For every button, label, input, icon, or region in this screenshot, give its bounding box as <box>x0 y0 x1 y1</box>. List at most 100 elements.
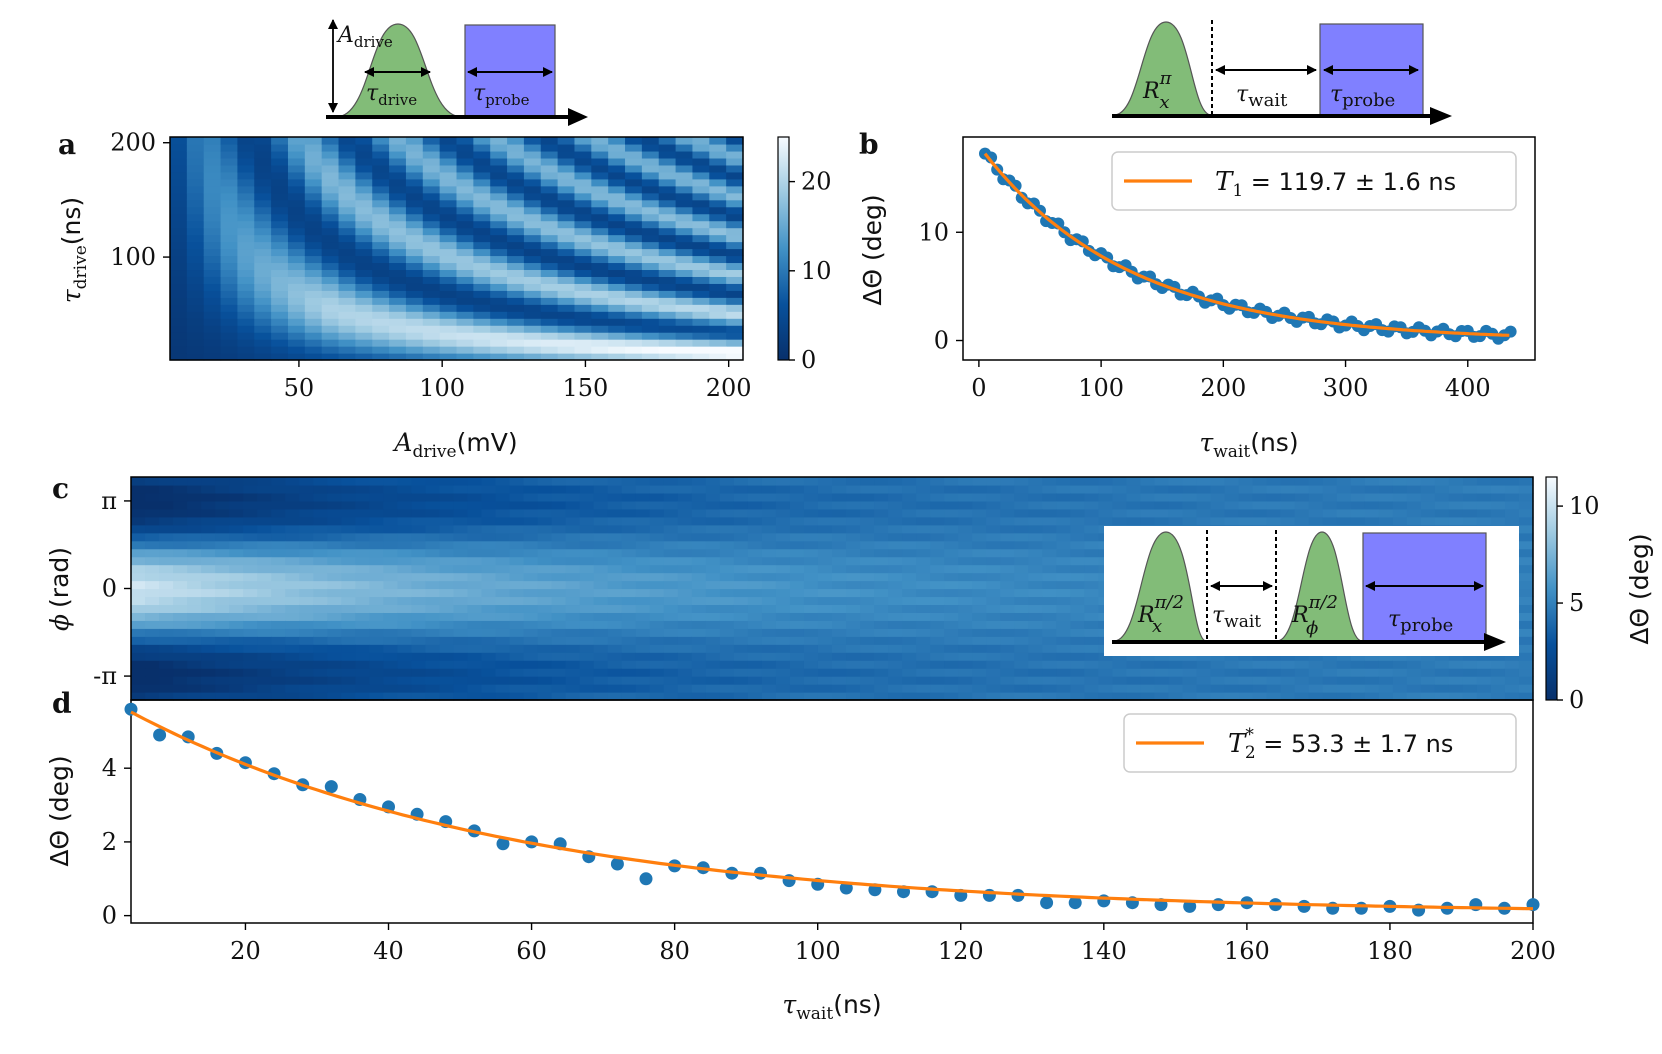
heatmap-cell <box>1042 612 1057 621</box>
heatmap-cell <box>495 516 511 526</box>
heatmap-cell <box>201 548 216 558</box>
heatmap-cell <box>131 500 146 510</box>
heatmap-cell <box>705 580 721 590</box>
heatmap-cell <box>1014 492 1029 502</box>
heatmap-cell <box>439 532 455 542</box>
heatmap-cell <box>473 353 491 361</box>
heatmap-cell <box>237 192 255 201</box>
heatmap-cell <box>453 524 469 534</box>
heatmap-cell <box>1014 636 1029 645</box>
heatmap-cell <box>355 213 373 222</box>
heatmap-cell <box>1168 660 1184 669</box>
heatmap-cell <box>1070 588 1085 598</box>
heatmap-cell <box>1028 548 1043 558</box>
heatmap-cell <box>621 524 637 534</box>
heatmap-cell <box>972 620 987 629</box>
heatmap-cell <box>473 304 491 312</box>
heatmap-cell <box>257 540 272 550</box>
heatmap-cell <box>860 492 875 502</box>
heatmap-cell <box>888 636 903 645</box>
heatmap-cell <box>1056 548 1071 558</box>
heatmap-cell <box>355 628 370 637</box>
heatmap-cell <box>625 297 643 305</box>
heatmap-cell <box>579 628 595 637</box>
y-axis-label-b: ΔΘ (deg) <box>858 194 887 305</box>
heatmap-cell <box>958 628 973 637</box>
heatmap-cell <box>131 684 146 693</box>
heatmap-cell <box>145 588 160 598</box>
heatmap-cell <box>439 213 458 222</box>
heatmap-cell <box>972 516 987 526</box>
heatmap-cell <box>789 668 805 677</box>
heatmap-cell <box>397 572 412 582</box>
heatmap-cell <box>675 192 694 201</box>
heatmap-cell <box>341 580 356 590</box>
heatmap-cell <box>537 628 553 637</box>
heatmap-cell <box>726 143 744 152</box>
heatmap-cell <box>507 137 525 145</box>
heatmap-cell <box>1210 484 1226 494</box>
heatmap-cell <box>389 178 407 187</box>
heatmap-cell <box>692 178 710 187</box>
heatmap-cell <box>159 548 174 558</box>
heatmap-cell <box>389 164 407 173</box>
heatmap-cell <box>574 227 592 236</box>
heatmap-cell <box>1140 477 1156 486</box>
heatmap-cell <box>888 556 903 566</box>
heatmap-cell <box>341 532 356 542</box>
heatmap-cell <box>574 157 592 166</box>
heatmap-cell <box>439 192 458 201</box>
heatmap-cell <box>860 484 875 494</box>
heatmap-cell <box>621 492 637 502</box>
heatmap-cell <box>986 612 1001 621</box>
heatmap-cell <box>1084 612 1099 621</box>
heatmap-cell <box>203 332 222 340</box>
heatmap-cell <box>789 492 805 502</box>
heatmap-cell <box>467 692 483 701</box>
heatmap-cell <box>372 157 390 166</box>
heatmap-cell <box>425 500 441 510</box>
heatmap-cell <box>1392 668 1408 677</box>
heatmap-cell <box>635 684 651 693</box>
heatmap-cell <box>860 636 875 645</box>
heatmap-cell <box>1056 604 1071 613</box>
heatmap-cell <box>523 628 539 637</box>
heatmap-cell <box>254 353 272 361</box>
heatmap-cell <box>692 220 710 229</box>
heatmap-cell <box>607 628 623 637</box>
heatmap-cell <box>1308 508 1324 518</box>
heatmap-cell <box>663 620 679 629</box>
heatmap-cell <box>509 636 525 645</box>
heatmap-cell <box>1210 500 1226 510</box>
heatmap-cell <box>817 524 833 534</box>
heatmap-cell <box>565 652 581 661</box>
heatmap-cell <box>930 548 945 558</box>
heatmap-cell <box>719 580 735 590</box>
heatmap-cell <box>537 524 553 534</box>
heatmap-cell <box>958 660 973 669</box>
heatmap-cell <box>456 220 474 229</box>
heatmap-cell <box>383 532 398 542</box>
heatmap-cell <box>405 185 424 194</box>
heatmap-cell <box>874 668 889 677</box>
heatmap-cell <box>203 164 222 173</box>
heatmap-cell <box>372 206 390 215</box>
heatmap-cell <box>1434 676 1450 685</box>
heatmap-cell <box>285 540 300 550</box>
heatmap-cell <box>285 548 300 558</box>
heatmap-cell <box>229 516 244 526</box>
heatmap-cell <box>608 171 626 180</box>
heatmap-cell <box>621 508 637 518</box>
heatmap-cell <box>663 477 679 486</box>
heatmap-cell <box>473 192 491 201</box>
heatmap-cell <box>972 692 987 701</box>
heatmap-cell <box>341 676 356 685</box>
heatmap-cell <box>159 540 174 550</box>
heatmap-cell <box>579 588 595 598</box>
heatmap-cell <box>902 516 917 526</box>
heatmap-cell <box>173 508 188 518</box>
data-point <box>639 872 653 886</box>
heatmap-cell <box>523 556 539 566</box>
heatmap-cell <box>372 241 390 250</box>
heatmap-cell <box>635 492 651 502</box>
